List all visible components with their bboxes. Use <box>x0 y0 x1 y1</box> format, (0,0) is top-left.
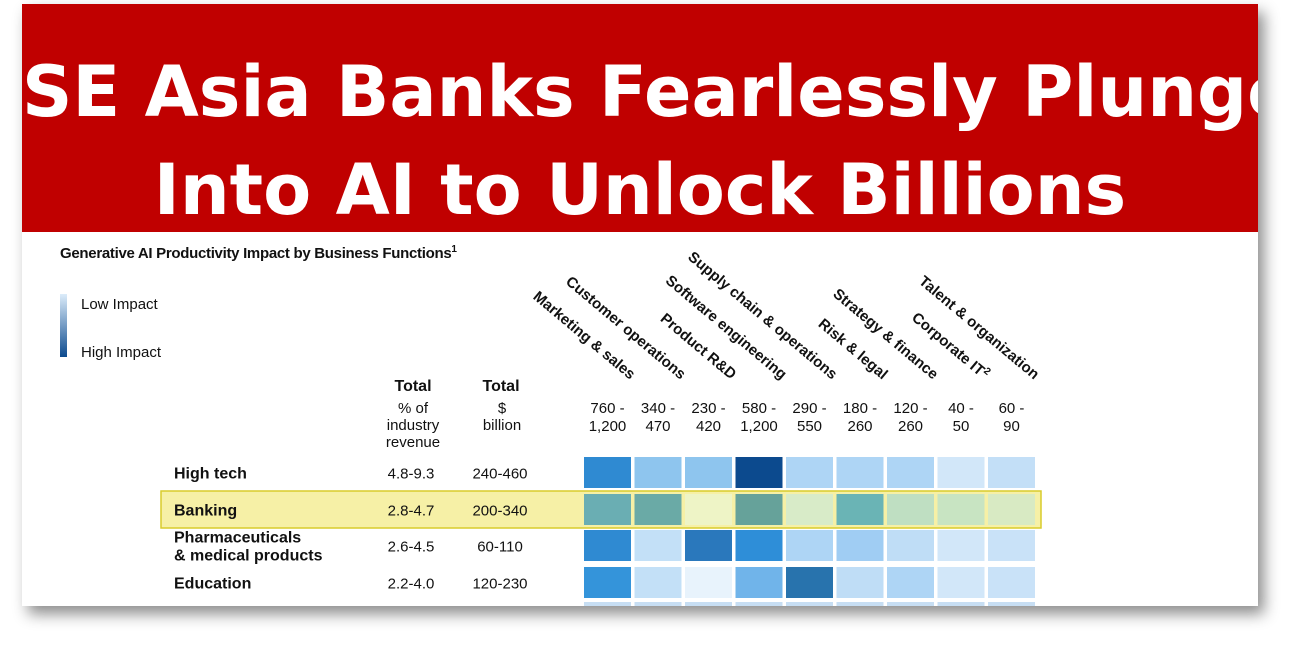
heatmap-cell-partial <box>584 602 631 606</box>
heatmap-cell <box>836 567 884 598</box>
function-range-high: 260 <box>898 418 923 435</box>
heatmap-cell <box>735 530 783 561</box>
heatmap-chart: Generative AI Productivity Impact by Bus… <box>60 244 1042 606</box>
legend-low-label: Low Impact <box>81 296 159 313</box>
row-total-pct: 2.8-4.7 <box>388 503 435 520</box>
industry-label: High tech <box>174 466 247 483</box>
row-total-pct: 4.8-9.3 <box>388 466 435 483</box>
infographic-card: SE Asia Banks Fearlessly Plunge Into AI … <box>22 4 1258 606</box>
heatmap-cell <box>634 494 682 525</box>
heatmap-cell-partial <box>634 602 682 606</box>
legend-high-label: High Impact <box>81 344 162 361</box>
header-total-usd-title: Total <box>482 378 519 395</box>
heatmap-cell <box>786 494 833 525</box>
row-total-pct: 2.2-4.0 <box>388 576 435 593</box>
chart-title: Generative AI Productivity Impact by Bus… <box>60 244 457 262</box>
industry-label: Banking <box>174 503 237 520</box>
heatmap-cell <box>887 530 934 561</box>
heatmap-cell <box>634 530 682 561</box>
heatmap-cell <box>836 457 884 488</box>
heatmap-cell-partial <box>735 602 783 606</box>
row-total-usd: 240-460 <box>472 466 527 483</box>
heatmap-cell <box>685 494 732 525</box>
function-range-low: 120 - <box>893 400 927 417</box>
heatmap-cell <box>584 494 631 525</box>
row-total-pct: 2.6-4.5 <box>388 539 435 556</box>
function-range-high: 1,200 <box>589 418 627 435</box>
heatmap-cell-partial <box>685 602 732 606</box>
heatmap-cell <box>584 457 631 488</box>
heatmap-cell <box>584 567 631 598</box>
function-range-high: 1,200 <box>740 418 778 435</box>
industry-label: Pharmaceuticals <box>174 530 301 547</box>
heatmap-cell <box>836 494 884 525</box>
heatmap-cell <box>685 457 732 488</box>
heatmap-cell-partial <box>887 602 934 606</box>
legend-gradient-bar <box>60 294 67 357</box>
function-range-high: 550 <box>797 418 822 435</box>
heatmap-cell <box>988 567 1035 598</box>
function-range-low: 760 - <box>590 400 624 417</box>
header-total-pct-sub: % of <box>398 400 429 417</box>
heatmap-cell <box>685 567 732 598</box>
heatmap-cell <box>634 567 682 598</box>
header-total-pct-sub: industry <box>387 417 440 434</box>
headline-banner: SE Asia Banks Fearlessly Plunge Into AI … <box>22 4 1258 232</box>
row-total-usd: 120-230 <box>472 576 527 593</box>
heatmap-cell <box>937 457 985 488</box>
function-range-low: 580 - <box>742 400 776 417</box>
header-total-pct-sub: revenue <box>386 434 440 451</box>
function-range-low: 230 - <box>691 400 725 417</box>
heatmap-cell <box>988 530 1035 561</box>
heatmap-cell-partial <box>988 602 1035 606</box>
heatmap-cell <box>786 457 833 488</box>
headline-line-1: SE Asia Banks Fearlessly Plunge <box>22 51 1258 133</box>
heatmap-cell <box>887 567 934 598</box>
heatmap-cell <box>887 494 934 525</box>
function-range-low: 60 - <box>999 400 1025 417</box>
title-footnote: 1 <box>451 244 457 255</box>
industry-label: & medical products <box>174 548 323 565</box>
function-range-low: 290 - <box>792 400 826 417</box>
header-total-usd-sub: $ <box>498 400 507 417</box>
function-range-low: 340 - <box>641 400 675 417</box>
heatmap-cell <box>735 457 783 488</box>
row-total-usd: 60-110 <box>477 539 523 556</box>
row-total-usd: 200-340 <box>472 503 527 520</box>
heatmap-cell-partial <box>786 602 833 606</box>
heatmap-cell <box>685 530 732 561</box>
header-total-usd-sub: billion <box>483 417 521 434</box>
heatmap-cell <box>988 494 1035 525</box>
heatmap-cell <box>786 530 833 561</box>
heatmap-cell <box>937 494 985 525</box>
function-range-high: 90 <box>1003 418 1020 435</box>
heatmap-cell <box>786 567 833 598</box>
heatmap-cell <box>634 457 682 488</box>
function-range-high: 260 <box>847 418 872 435</box>
industry-label: Education <box>174 576 251 593</box>
heatmap-cell <box>584 530 631 561</box>
function-range-low: 40 - <box>948 400 974 417</box>
heatmap-cell <box>988 457 1035 488</box>
function-footnote: 2 <box>981 366 993 378</box>
header-total-pct-title: Total <box>394 378 431 395</box>
heatmap-cell <box>735 494 783 525</box>
heatmap-cell <box>735 567 783 598</box>
headline-line-2: Into AI to Unlock Billions <box>153 149 1127 231</box>
heatmap-cell <box>937 567 985 598</box>
function-range-high: 470 <box>645 418 670 435</box>
heatmap-cell <box>836 530 884 561</box>
function-range-high: 50 <box>953 418 970 435</box>
heatmap-cell <box>937 530 985 561</box>
function-range-low: 180 - <box>843 400 877 417</box>
function-range-high: 420 <box>696 418 721 435</box>
heatmap-cell-partial <box>836 602 884 606</box>
heatmap-cell <box>887 457 934 488</box>
heatmap-cell-partial <box>937 602 985 606</box>
